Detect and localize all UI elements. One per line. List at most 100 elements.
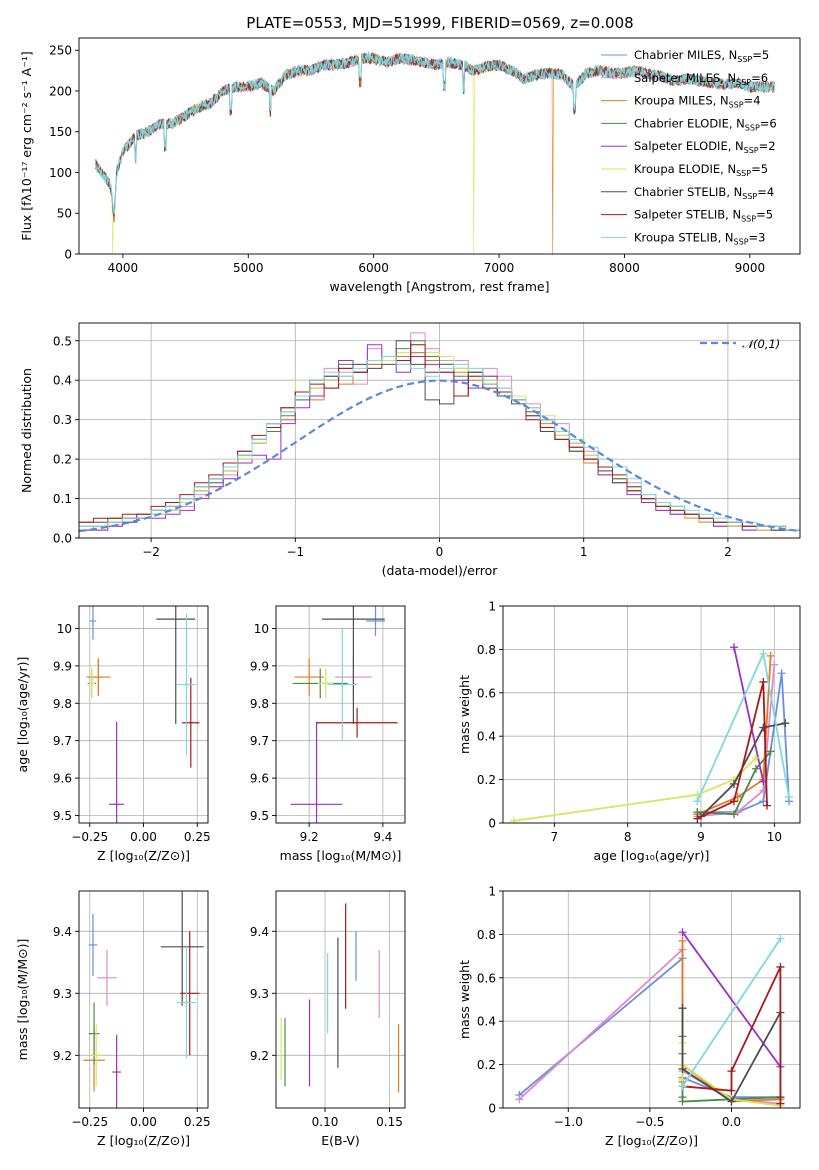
legend-entry-name: Chabrier MILES [634, 48, 721, 62]
spectrum-ytick-label: 200 [49, 84, 72, 98]
age-vs-z-ytick-label: 10 [57, 622, 72, 636]
age-vs-z-xtick-label: −0.25 [71, 830, 108, 844]
weight-marker [727, 1067, 736, 1076]
legend-entry-name: Salpeter ELODIE [634, 139, 728, 153]
weights-vs-age-xtick-label: 8 [624, 830, 632, 844]
weight-marker [730, 643, 738, 652]
spectrum-xtick-label: 7000 [484, 261, 515, 275]
age-vs-z-xlabel: Z [log₁₀(Z/Z⊙)] [97, 848, 190, 863]
age-vs-z-errorbar-kroupa-elodie [88, 668, 96, 699]
weights-vs-z-series-kroupa-stelib [678, 934, 785, 1091]
weights-vs-z-xlabel: Z [log₁₀(Z/Z⊙)] [605, 1133, 698, 1148]
legend-entry-count: = [751, 162, 761, 176]
age-vs-z-errorbar-kroupa-miles [86, 658, 111, 696]
mass-vs-ebv-ytick-label: 9.3 [250, 987, 269, 1001]
weights-vs-z-ytick-label: 0.6 [477, 971, 496, 985]
age-vs-z-xtick-label: 0.25 [184, 830, 211, 844]
weights-vs-age-ytick-label: 0.2 [477, 773, 496, 787]
weights-vs-age-ytick-label: 0 [488, 817, 496, 831]
legend-entry-sub: SSP [742, 192, 757, 201]
weight-line [696, 650, 790, 802]
weight-line [681, 938, 782, 1087]
spectrum-xtick-label: 4000 [108, 261, 139, 275]
age-vs-mass-errorbar-chabrier-stelib [322, 606, 385, 724]
legend-entry: Kroupa STELIB, NSSP=3 [634, 230, 766, 246]
mass-vs-z-plot-area [83, 891, 204, 1108]
legend-entry-n: , N [729, 116, 745, 130]
weights-vs-age-series-salpeter-stelib [693, 677, 771, 823]
legend-entry-count: = [759, 139, 769, 153]
legend-entry-n: , N [728, 139, 744, 153]
legend-entry-name: Chabrier ELODIE [634, 116, 729, 130]
spectrum-series-kroupa-stelib [94, 50, 776, 215]
weight-line [697, 750, 772, 816]
weight-marker [766, 651, 775, 660]
residuals-ytick-label: 0.4 [53, 374, 72, 388]
mass-vs-z-ytick-label: 9.3 [53, 987, 72, 1001]
weight-marker [678, 1064, 687, 1073]
weights-vs-age-series-kroupa-miles [693, 651, 775, 819]
legend-entry-count-value: 6 [769, 116, 776, 130]
mass-vs-ebv-ytick-label: 9.4 [250, 925, 269, 939]
legend-entry-sub: SSP [745, 123, 760, 132]
age-vs-z-ytick-label: 9.5 [53, 809, 72, 823]
age-vs-z-errorbar-kroupa-stelib [176, 613, 197, 756]
mass-vs-ebv-plot-area [280, 903, 400, 1093]
age-vs-mass-errorbar-salpeter-elodie [290, 721, 343, 823]
age-vs-z-errorbar-chabrier-stelib [156, 606, 196, 724]
weights-vs-age-ylabel: mass weight [457, 675, 472, 754]
age-vs-z-errorbar-salpeter-stelib [182, 677, 200, 768]
legend-entry-sub: SSP [736, 78, 751, 87]
spectrum-xtick-label: 9000 [735, 261, 766, 275]
legend-entry-count: = [749, 230, 759, 244]
age-vs-mass-frame [275, 605, 406, 824]
age-vs-mass-errorbar-salpeter-stelib [316, 707, 398, 738]
weights-vs-age-ytick-label: 0.6 [477, 686, 496, 700]
figure-title: PLATE=0553, MJD=51999, FIBERID=0569, z=0… [246, 14, 633, 32]
weight-marker [752, 764, 760, 773]
weights-vs-z-ytick-label: 1 [488, 885, 496, 899]
mass-vs-z-panel: −0.25 0.00 0.25 9.2 9.3 9.4 Z [log₁₀(Z/Z⊙)] mas… [15, 890, 211, 1148]
weights-vs-age-xlabel: age [log₁₀(age/yr)] [594, 848, 710, 863]
age-vs-mass-grid [276, 606, 405, 823]
legend-entry-count-value: 5 [766, 208, 773, 222]
residuals-legend: 𝒩(0,1) [700, 337, 780, 351]
residuals-plot-area [79, 332, 800, 538]
residuals-ytick-label: 0.5 [53, 334, 72, 348]
residuals-xlabel: (data-model)/error [382, 563, 499, 578]
legend-entry-sub: SSP [744, 146, 759, 155]
residuals-gaussian-reference [79, 379, 800, 533]
weights-vs-z-xtick-label: 0.0 [722, 1115, 741, 1129]
legend-entry-count-value: 2 [768, 139, 775, 153]
legend-entry: Kroupa ELODIE, NSSP=5 [634, 162, 768, 178]
legend-entry-count: = [752, 48, 762, 62]
residuals-xtick-label: 0 [436, 545, 444, 559]
weights-vs-z-xtick-label: −0.5 [635, 1115, 664, 1129]
spectrum-ylabel: Flux [fλ10⁻¹⁷ erg cm⁻² s⁻¹ A⁻¹] [19, 51, 34, 240]
mass-vs-z-xlabel: Z [log₁₀(Z/Z⊙)] [97, 1133, 190, 1148]
weights-vs-z-panel: −1.0 −0.5 0.0 0 0.2 0.4 0.6 0.8 1 Z [log₁₀(Z/Z⊙)]… [457, 885, 801, 1148]
legend-entry-count-value: 6 [761, 71, 768, 85]
weight-line [697, 673, 790, 813]
mass-vs-z-errorbar-kroupa-stelib [176, 946, 197, 1059]
age-vs-z-ylabel: age [log₁₀(age/yr)] [15, 657, 30, 773]
weights-vs-age-xtick-label: 7 [551, 830, 559, 844]
mass-vs-z-errorbar-chabrier-miles [88, 913, 98, 976]
weight-marker [515, 1095, 524, 1104]
legend-entry-name: Kroupa STELIB [634, 230, 718, 244]
legend-entry-name: Salpeter MILES [634, 71, 720, 85]
spectrum-plot-area [94, 50, 776, 254]
mass-vs-z-errorbar-salpeter-miles [97, 949, 117, 1006]
weight-line [696, 681, 768, 820]
age-vs-z-errorbar-salpeter-elodie [109, 721, 125, 823]
legend-entry-n: , N [726, 185, 742, 199]
legend-entry-count: = [751, 71, 761, 85]
weight-marker [693, 814, 702, 823]
age-vs-mass-errorbar-chabrier-miles [366, 606, 385, 636]
weight-line [733, 647, 765, 782]
age-vs-mass-plot-area [290, 606, 398, 823]
residuals-xtick-label: 1 [580, 545, 588, 559]
legend-entry: Salpeter ELODIE, NSSP=2 [634, 139, 776, 155]
spectrum-ytick-label: 100 [49, 166, 72, 180]
